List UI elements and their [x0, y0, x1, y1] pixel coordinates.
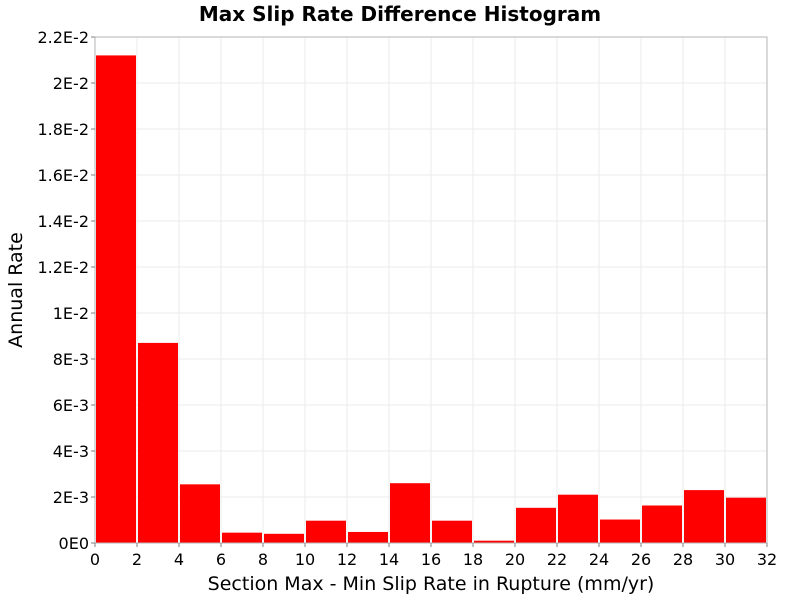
- x-tick-label-4: 8: [258, 550, 268, 569]
- x-tick-label-12: 24: [589, 550, 609, 569]
- x-tick-label-6: 12: [337, 550, 357, 569]
- x-tick-label-15: 30: [715, 550, 735, 569]
- y-tick-label-9: 1.8E-2: [37, 120, 89, 139]
- x-tick-label-13: 26: [631, 550, 651, 569]
- bar-12: [600, 519, 640, 543]
- bar-7: [390, 483, 430, 543]
- x-tick-label-7: 14: [379, 550, 399, 569]
- x-tick-label-2: 4: [174, 550, 184, 569]
- y-tick-label-5: 1E-2: [53, 304, 89, 323]
- bar-15: [726, 497, 766, 543]
- grid-lines: [94, 36, 768, 544]
- bar-6: [348, 531, 388, 543]
- x-tick-label-14: 28: [673, 550, 693, 569]
- x-tick-label-5: 10: [295, 550, 315, 569]
- bar-11: [558, 494, 598, 543]
- y-tick-label-2: 4E-3: [53, 442, 89, 461]
- y-tick-label-3: 6E-3: [53, 396, 89, 415]
- bar-series: [96, 55, 766, 544]
- y-axis-label: Annual Rate: [5, 232, 27, 348]
- y-axis: 0E0 2E-3 4E-3 6E-3 8E-3 1E-2 1.2E-2 1.4E-2 1.6E-…: [37, 28, 95, 553]
- bar-1: [138, 342, 178, 543]
- bar-0: [96, 55, 136, 544]
- x-tick-label-3: 6: [216, 550, 226, 569]
- y-tick-label-4: 8E-3: [53, 350, 89, 369]
- x-tick-label-1: 2: [132, 550, 142, 569]
- y-tick-label-7: 1.4E-2: [37, 212, 89, 231]
- y-tick-label-1: 2E-3: [53, 488, 89, 507]
- bar-10: [516, 507, 556, 543]
- bar-4: [264, 533, 304, 543]
- y-tick-label-0: 0E0: [59, 534, 89, 553]
- x-tick-label-16: 32: [757, 550, 777, 569]
- x-tick-label-0: 0: [90, 550, 100, 569]
- bar-2: [180, 484, 220, 543]
- x-tick-label-9: 18: [463, 550, 483, 569]
- bar-13: [642, 505, 682, 543]
- x-axis: 0 2 4 6 8 10 12 14 16 18 20 22 24 26 28 30 32: [90, 543, 777, 569]
- x-tick-label-8: 16: [421, 550, 441, 569]
- bar-5: [306, 520, 346, 543]
- y-tick-label-8: 1.6E-2: [37, 166, 89, 185]
- bar-3: [222, 532, 262, 543]
- y-tick-label-11: 2.2E-2: [37, 28, 89, 47]
- x-tick-label-11: 22: [547, 550, 567, 569]
- y-tick-label-10: 2E-2: [53, 74, 89, 93]
- bar-14: [684, 490, 724, 543]
- chart-title: Max Slip Rate Difference Histogram: [198, 2, 602, 26]
- bar-8: [432, 520, 472, 543]
- y-tick-label-6: 1.2E-2: [37, 258, 89, 277]
- x-tick-label-10: 20: [505, 550, 525, 569]
- bar-9: [474, 540, 514, 543]
- x-axis-label: Section Max - Min Slip Rate in Rupture (…: [208, 573, 655, 595]
